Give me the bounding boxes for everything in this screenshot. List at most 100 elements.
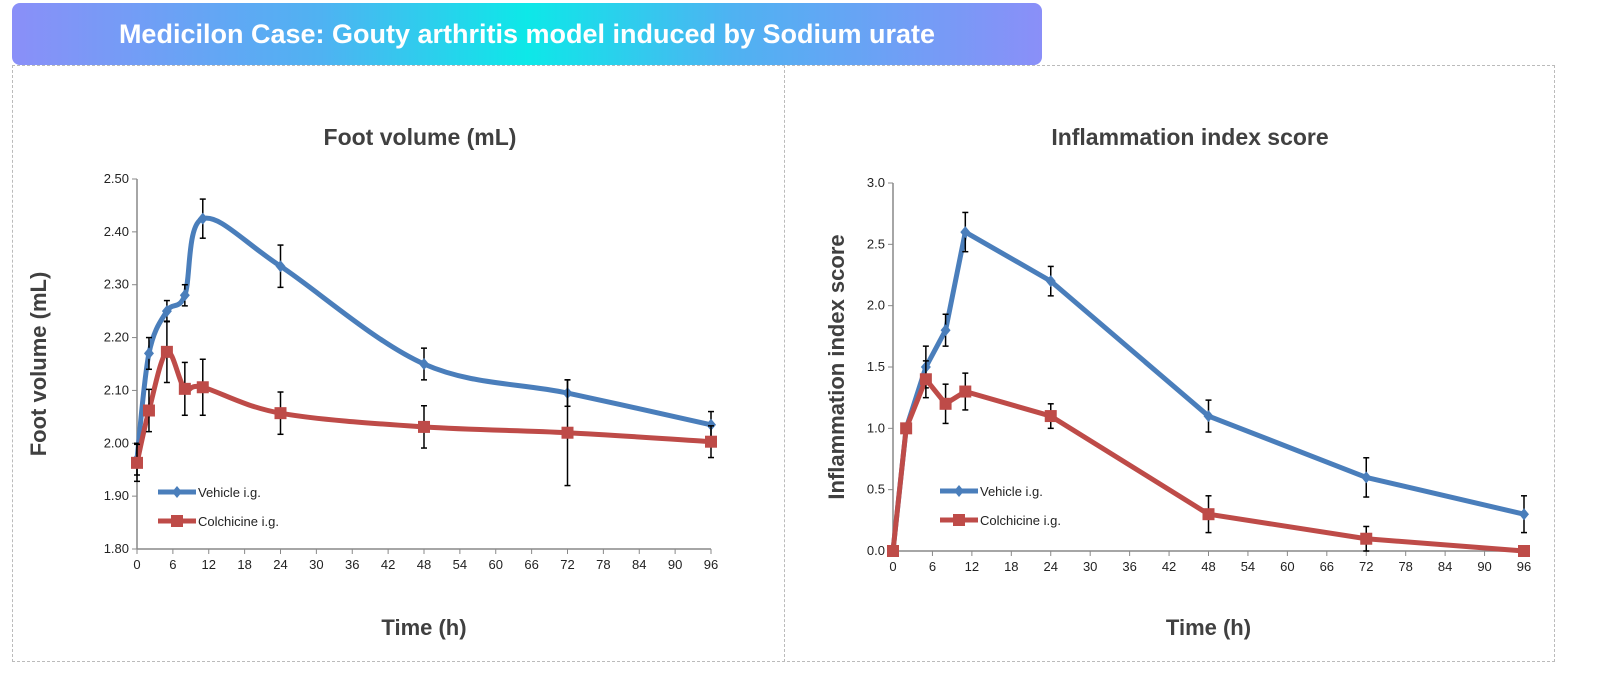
data-point-diamond [275, 260, 286, 273]
data-point-square [418, 420, 430, 433]
x-tick-label: 78 [596, 557, 610, 572]
legend-label: Colchicine i.g. [198, 514, 279, 529]
data-point-diamond [706, 418, 716, 431]
x-tick-label: 36 [1122, 559, 1136, 574]
x-tick-label: 84 [1438, 559, 1452, 574]
data-point-square [1202, 508, 1215, 521]
y-tick-label: 2.20 [104, 330, 129, 345]
y-tick-label: 2.00 [104, 435, 129, 450]
x-tick-label: 78 [1398, 559, 1412, 574]
data-point-diamond [143, 347, 154, 360]
x-tick-label: 12 [965, 559, 979, 574]
chart-title: Foot volume (mL) [324, 124, 517, 150]
x-tick-label: 18 [237, 557, 251, 572]
y-tick-label: 1.90 [104, 488, 129, 503]
x-tick-label: 42 [381, 557, 395, 572]
data-point-diamond [1045, 275, 1056, 288]
data-point-square [178, 382, 191, 395]
data-point-square [142, 404, 155, 417]
x-tick-label: 6 [169, 557, 176, 572]
y-tick-label: 2.40 [104, 224, 129, 239]
data-point-diamond [1519, 508, 1529, 521]
x-tick-label: 72 [560, 557, 574, 572]
chart-title: Inflammation index score [1051, 124, 1328, 150]
x-tick-label: 30 [1083, 559, 1097, 574]
data-point-square [1518, 545, 1530, 557]
y-axis-label: Foot volume (mL) [26, 272, 51, 457]
header-title: Medicilon Case: Gouty arthritis model in… [118, 18, 936, 49]
series-line-1 [134, 349, 712, 464]
y-tick-label: 2.50 [104, 171, 129, 186]
data-point-diamond [1361, 471, 1372, 484]
y-tick-label: 3.0 [867, 175, 885, 190]
y-tick-label: 2.5 [867, 236, 885, 251]
x-tick-label: 12 [202, 557, 216, 572]
series-line-0 [134, 215, 712, 460]
x-tick-label: 96 [704, 557, 718, 572]
x-tick-label: 90 [1477, 559, 1491, 574]
x-tick-label: 48 [417, 557, 431, 572]
data-point-diamond [940, 324, 951, 337]
x-tick-label: 66 [1320, 559, 1334, 574]
x-tick-label: 84 [632, 557, 646, 572]
data-point-square [131, 456, 143, 469]
chart-frame [12, 65, 1555, 662]
x-tick-label: 24 [273, 557, 287, 572]
data-point-square [919, 373, 932, 386]
x-tick-label: 60 [1280, 559, 1294, 574]
x-tick-label: 42 [1162, 559, 1176, 574]
data-point-diamond [179, 289, 190, 302]
x-tick-label: 90 [668, 557, 682, 572]
legend-marker-diamond [954, 485, 964, 497]
y-tick-label: 0.0 [867, 543, 885, 558]
legend-marker-diamond [172, 486, 182, 498]
x-axis-label: Time (h) [1166, 615, 1251, 640]
x-axis-label: Time (h) [381, 615, 466, 640]
y-axis-label: Inflammation index score [824, 234, 849, 499]
data-point-square [705, 435, 717, 448]
data-point-square [274, 407, 287, 420]
legend-marker-square [171, 515, 183, 527]
legend-label: Colchicine i.g. [980, 513, 1061, 528]
legend-label: Vehicle i.g. [198, 485, 261, 500]
y-tick-label: 2.30 [104, 277, 129, 292]
x-tick-label: 66 [524, 557, 538, 572]
data-point-square [561, 426, 574, 439]
data-point-square [939, 397, 952, 410]
data-point-diamond [960, 226, 971, 239]
x-tick-label: 6 [929, 559, 936, 574]
y-tick-label: 0.5 [867, 482, 885, 497]
x-tick-label: 0 [133, 557, 140, 572]
x-tick-label: 54 [1241, 559, 1255, 574]
y-tick-label: 2.10 [104, 382, 129, 397]
y-tick-label: 1.0 [867, 420, 885, 435]
data-point-diamond [161, 305, 172, 318]
x-tick-label: 0 [889, 559, 896, 574]
legend-marker-square [953, 514, 965, 526]
x-tick-label: 18 [1004, 559, 1018, 574]
data-point-square [887, 545, 899, 557]
x-tick-label: 36 [345, 557, 359, 572]
data-point-square [1360, 532, 1373, 545]
y-tick-label: 1.80 [104, 541, 129, 556]
header-banner: Medicilon Case: Gouty arthritis model in… [12, 3, 1042, 65]
x-tick-label: 96 [1517, 559, 1531, 574]
y-tick-label: 1.5 [867, 359, 885, 374]
x-tick-label: 60 [489, 557, 503, 572]
data-point-diamond [419, 358, 429, 370]
y-tick-label: 2.0 [867, 298, 885, 313]
data-point-square [196, 381, 209, 394]
data-point-diamond [1203, 410, 1214, 423]
data-point-diamond [197, 212, 208, 225]
x-tick-label: 54 [453, 557, 467, 572]
data-point-square [959, 385, 972, 398]
data-point-square [160, 345, 173, 358]
x-tick-label: 48 [1201, 559, 1215, 574]
frame-divider [784, 65, 785, 662]
x-tick-label: 72 [1359, 559, 1373, 574]
x-tick-label: 30 [309, 557, 323, 572]
legend-label: Vehicle i.g. [980, 484, 1043, 499]
data-point-square [1044, 410, 1057, 423]
data-point-square [900, 422, 913, 435]
